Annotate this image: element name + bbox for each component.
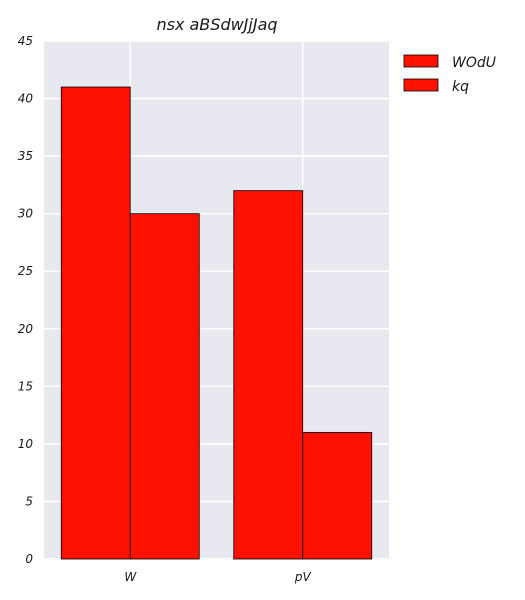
y-tick-label: 35 xyxy=(18,149,33,163)
y-tick-label: 45 xyxy=(18,34,33,48)
bar-WOdU-W xyxy=(60,86,131,560)
y-tick-label: 5 xyxy=(25,494,33,508)
bar-WOdU-pV xyxy=(233,190,304,560)
y-tick-label: 0 xyxy=(25,552,33,566)
y-tick-label: 25 xyxy=(18,264,33,278)
legend: WOdU kq xyxy=(403,54,496,95)
y-tick-label: 15 xyxy=(18,379,33,393)
y-tick-label: 30 xyxy=(18,207,34,221)
bar-kq-pV xyxy=(302,431,373,560)
legend-label-kq: kq xyxy=(452,79,469,95)
y-tick-label: 20 xyxy=(18,322,34,336)
plot-area: 0 5 10 15 20 25 30 35 40 45 W pV xyxy=(18,34,389,584)
bar-kq-W xyxy=(129,213,200,560)
x-tick-label: pV xyxy=(294,570,312,584)
chart-title: nsx aBSdwJjJaq xyxy=(156,15,277,34)
x-tick-label: W xyxy=(124,570,137,584)
legend-swatch-kq xyxy=(403,78,439,92)
y-tick-label: 40 xyxy=(18,92,34,106)
legend-swatch-WOdU xyxy=(403,54,439,68)
legend-label-WOdU: WOdU xyxy=(452,55,496,71)
y-tick-label: 10 xyxy=(18,437,34,451)
